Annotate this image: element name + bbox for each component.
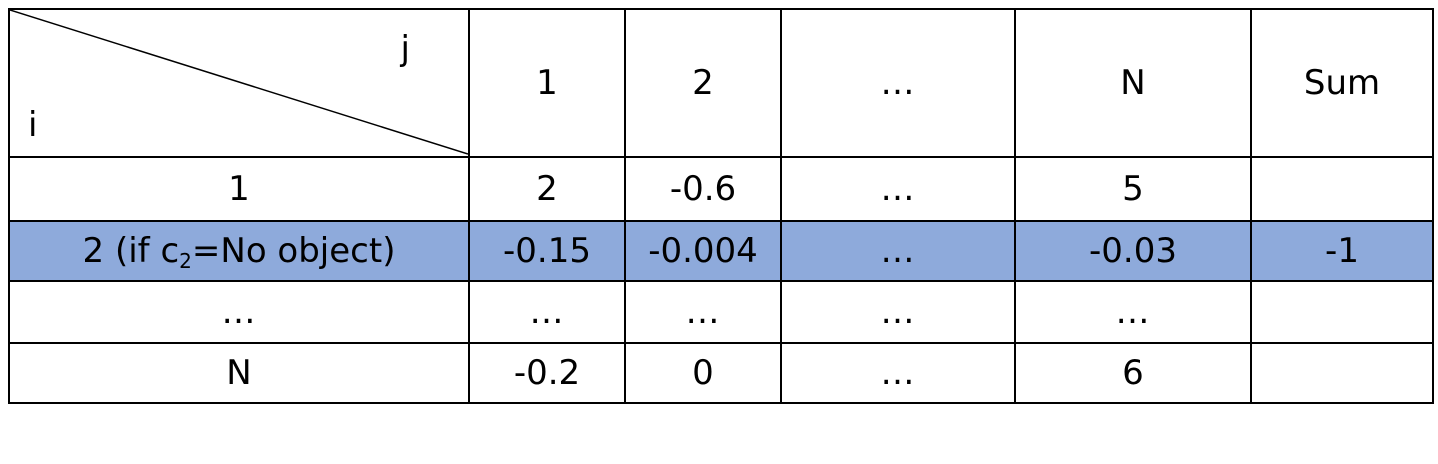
table-cell: -0.6 xyxy=(624,156,782,222)
table-cell: -0.2 xyxy=(468,342,626,404)
table-row-highlighted: 2 (if c2=No object) -0.15 -0.004 … -0.03… xyxy=(8,220,1434,282)
table-cell: 2 xyxy=(468,156,626,222)
header-cell: 2 xyxy=(624,8,782,158)
table-cell: … xyxy=(780,342,1016,404)
table-row: … … … … … xyxy=(8,280,1434,344)
table-cell: … xyxy=(624,280,782,344)
table-cell: … xyxy=(780,220,1016,282)
table-cell: … xyxy=(780,280,1016,344)
row-label: … xyxy=(8,280,470,344)
table-cell: 6 xyxy=(1014,342,1252,404)
table-row: 1 2 -0.6 … 5 xyxy=(8,156,1434,222)
table-cell: -0.03 xyxy=(1014,220,1252,282)
table-cell xyxy=(1250,342,1434,404)
table-cell: -0.15 xyxy=(468,220,626,282)
table-cell xyxy=(1250,280,1434,344)
row-label: 1 xyxy=(8,156,470,222)
column-axis-label: j xyxy=(400,29,410,69)
header-cell: … xyxy=(780,8,1016,158)
header-cell-sum: Sum xyxy=(1250,8,1434,158)
table-cell xyxy=(1250,156,1434,222)
table-cell: … xyxy=(1014,280,1252,344)
row-label-text-end: =No object) xyxy=(191,231,396,271)
table-cell: 5 xyxy=(1014,156,1252,222)
table-row: N -0.2 0 … 6 xyxy=(8,342,1434,404)
table-cell: … xyxy=(468,280,626,344)
corner-cell: j i xyxy=(8,8,470,158)
header-cell: 1 xyxy=(468,8,626,158)
row-label: N xyxy=(8,342,470,404)
diagonal-divider xyxy=(11,11,467,155)
table-cell: 0 xyxy=(624,342,782,404)
row-label-text: 2 (if c xyxy=(82,231,180,271)
table-cell: -1 xyxy=(1250,220,1434,282)
matrix-table: j i 1 2 … N Sum 1 2 -0.6 … 5 2 (if c2=No… xyxy=(8,8,1434,404)
table-cell: -0.004 xyxy=(624,220,782,282)
header-cell: N xyxy=(1014,8,1252,158)
row-axis-label: i xyxy=(28,105,38,145)
table-cell: … xyxy=(780,156,1016,222)
row-label: 2 (if c2=No object) xyxy=(8,220,470,282)
header-row: j i 1 2 … N Sum xyxy=(8,8,1434,158)
row-label-subscript: 2 xyxy=(179,249,192,273)
